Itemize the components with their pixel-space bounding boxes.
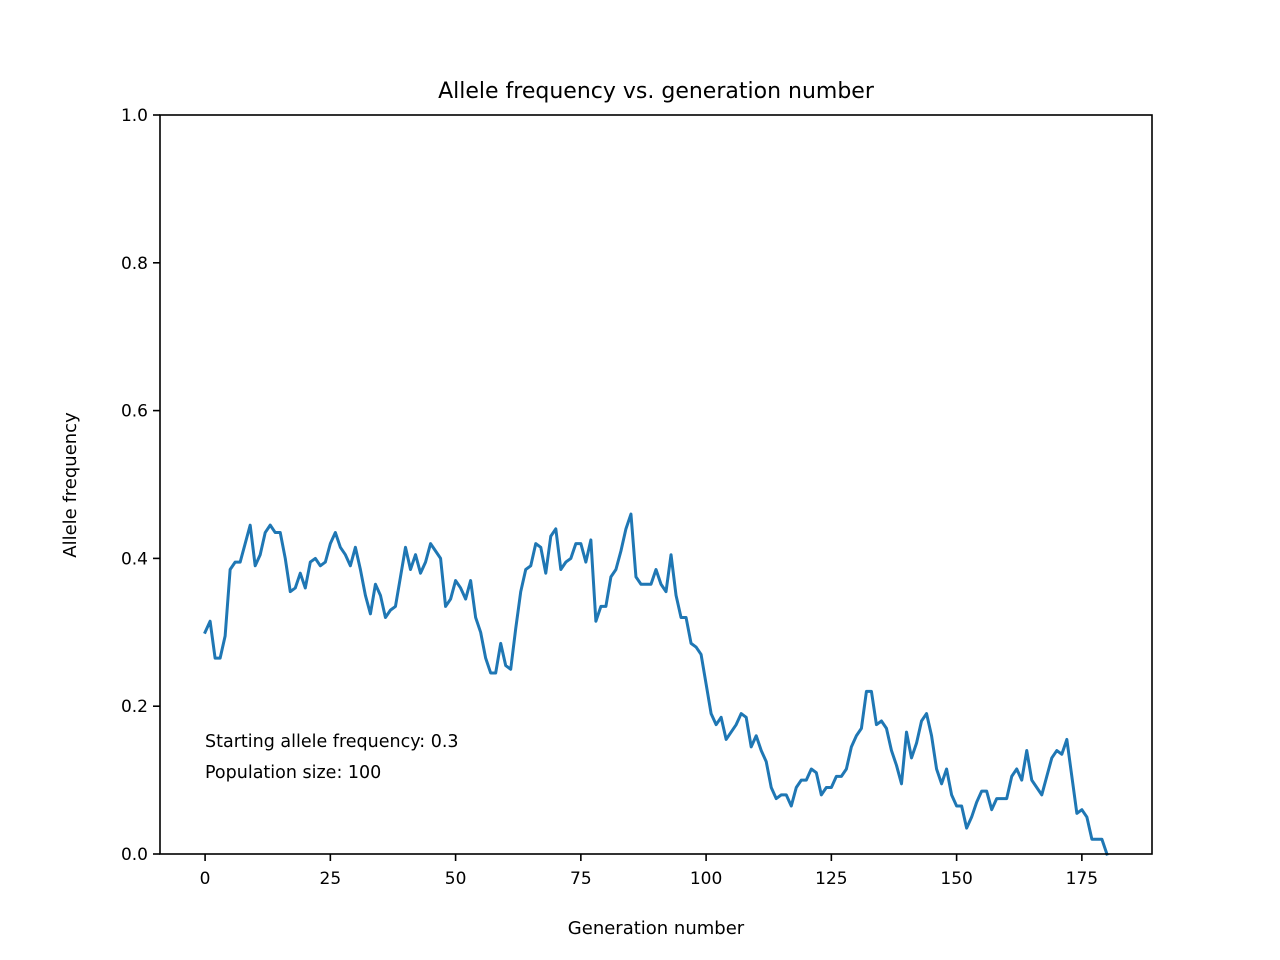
x-tick-label: 150: [940, 869, 972, 889]
axes-frame: [159, 114, 1153, 855]
x-tick-label: 175: [1066, 869, 1098, 889]
y-tick-label: 1.0: [121, 106, 148, 126]
y-tick-label: 0.0: [121, 845, 148, 865]
y-tick-label: 0.6: [121, 402, 148, 422]
plot-area: 0 25 50 75 100 125 150 175 0.0 0.2 0.4 0.6 0.8 1.0 Sta…: [121, 106, 1153, 889]
annotation-population-size: Population size: 100: [205, 763, 381, 783]
x-tick-label: 125: [815, 869, 847, 889]
chart-title: Allele frequency vs. generation number: [438, 79, 875, 104]
y-tick-label: 0.2: [121, 697, 148, 717]
y-tick-label: 0.4: [121, 549, 148, 569]
x-tick-label: 0: [200, 869, 211, 889]
x-tick-label: 25: [320, 869, 342, 889]
x-tick-label: 75: [570, 869, 592, 889]
x-axis-label: Generation number: [568, 918, 745, 939]
x-tick-label: 50: [445, 869, 467, 889]
y-axis-label: Allele frequency: [60, 412, 81, 558]
x-tick-label: 100: [690, 869, 722, 889]
annotation-starting-frequency: Starting allele frequency: 0.3: [205, 732, 459, 752]
y-tick-label: 0.8: [121, 254, 148, 274]
series-line: [203, 512, 1109, 856]
